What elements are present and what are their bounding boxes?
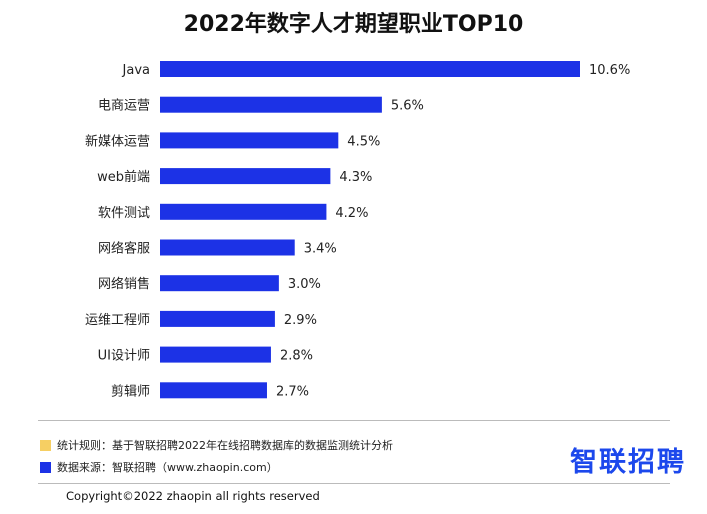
value-label: 2.7% [276,384,309,399]
bar [160,310,275,327]
category-label: 电商运营 [98,99,150,114]
category-label: web前端 [97,169,150,185]
value-label: 4.2% [335,206,368,221]
value-label: 2.8% [280,349,313,364]
category-label: 新媒体运营 [85,133,150,149]
value-label: 3.0% [288,277,321,292]
chart-title: 2022年数字人才期望职业TOP10 [183,12,524,37]
bar [160,168,331,185]
rule-text: 统计规则：基于智联招聘2022年在线招聘数据库的数据监测统计分析 [57,439,393,452]
value-label: 5.6% [391,99,424,114]
category-label: 运维工程师 [85,313,150,328]
footer-divider [38,483,670,484]
bar [160,96,382,113]
category-label: Java [122,63,150,78]
category-label: UI设计师 [98,349,150,364]
category-label: 网络销售 [98,276,150,292]
bar [160,346,271,363]
category-label: 软件测试 [98,206,150,221]
bar [160,132,339,149]
bar [160,239,295,256]
value-label: 10.6% [589,63,630,78]
category-label: 剪辑师 [111,383,150,399]
category-label: 网络客服 [98,241,150,257]
value-label: 3.4% [304,242,337,257]
value-label: 4.3% [339,170,372,185]
value-label: 4.5% [347,134,380,149]
source-note: 数据来源：智联招聘（www.zhaopin.com） [40,459,278,475]
source-swatch [40,461,51,473]
source-text: 数据来源：智联招聘（www.zhaopin.com） [57,461,278,474]
bar [160,275,279,292]
rule-note: 统计规则：基于智联招聘2022年在线招聘数据库的数据监测统计分析 [40,437,393,453]
bar [160,203,327,220]
bar [160,382,267,399]
notes-divider [38,420,670,421]
copyright-text: Copyright©2022 zhaopin all rights reserv… [66,489,320,503]
bar [160,61,580,77]
zhaopin-logo: 智联招聘 [570,447,686,478]
value-label: 2.9% [284,313,317,328]
bar-chart: Java 10.6% 电商运营 5.6% 新媒体运营 4.5% web前端 4.3% 软件测试 4… [85,61,630,399]
rule-swatch [40,439,51,451]
